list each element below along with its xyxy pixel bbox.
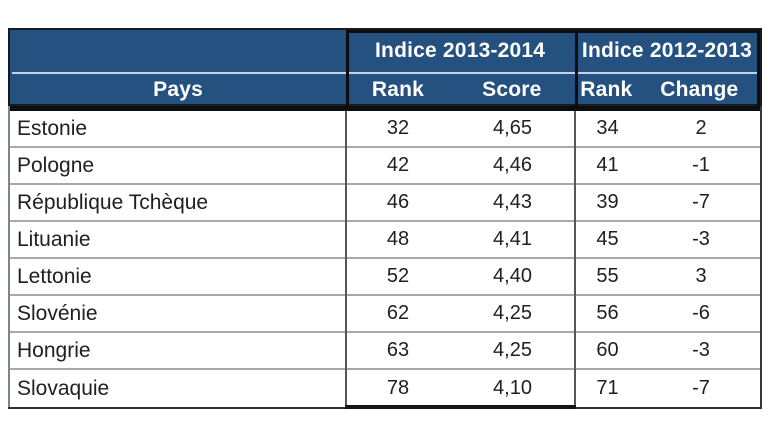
cell-change-2012: -7 <box>692 191 710 213</box>
table-row: Lituanie 48 4,41 45 -3 <box>8 222 762 259</box>
table-body: Estonie 32 4,65 34 2 Pologne 42 4,46 41 … <box>8 111 762 407</box>
cell-rank-2013: 62 <box>386 302 410 324</box>
cell-rank-2013: 63 <box>386 339 410 361</box>
cell-change-2012: -6 <box>692 302 710 324</box>
table-row: République Tchèque 46 4,43 39 -7 <box>8 185 762 222</box>
cell-rank-2012: 34 <box>596 117 619 139</box>
table-header: Indice 2013-2014 Indice 2012-2013 Pays R… <box>8 28 762 108</box>
group-cell-indice-2012-2013: Indice 2012-2013 <box>581 39 753 62</box>
cell-change-2012: -3 <box>692 228 710 250</box>
cell-rank-2012: 41 <box>596 154 619 176</box>
cell-score-2013: 4,25 <box>493 302 532 324</box>
cell-rank-2013: 52 <box>386 265 410 287</box>
column-header-change-2012: Change <box>660 78 739 101</box>
cell-rank-2013: 48 <box>386 228 410 250</box>
column-header-score-2013: Score <box>482 78 542 101</box>
cell-change-2012: -1 <box>692 154 710 176</box>
header-right-border <box>757 30 760 108</box>
group-header-row: Indice 2013-2014 Indice 2012-2013 <box>10 30 760 72</box>
table-right-border <box>760 106 762 409</box>
cell-score-2013: 4,25 <box>493 339 532 361</box>
table-bottom-border-middle <box>345 405 576 409</box>
header-vertical-divider-left <box>346 30 349 108</box>
cell-score-2013: 4,65 <box>493 117 532 139</box>
header-separator-line <box>12 72 758 74</box>
cell-pays: Slovénie <box>17 301 98 325</box>
cell-rank-2013: 46 <box>386 191 410 213</box>
cell-score-2013: 4,40 <box>493 265 532 287</box>
cell-score-2013: 4,46 <box>493 154 532 176</box>
table-left-border <box>8 106 10 409</box>
cell-pays: Lituanie <box>17 227 91 251</box>
cell-pays: Estonie <box>17 116 88 140</box>
cell-change-2012: 2 <box>695 117 707 139</box>
cell-pays: République Tchèque <box>17 190 209 214</box>
cell-pays: Pologne <box>17 153 95 177</box>
header-vertical-divider-right <box>575 30 578 108</box>
cell-rank-2012: 56 <box>596 302 619 324</box>
table-row: Slovénie 62 4,25 56 -6 <box>8 296 762 333</box>
header-top-border <box>346 30 760 33</box>
cell-change-2012: -7 <box>692 377 710 399</box>
table-row: Slovaquie 78 4,10 71 -7 <box>8 370 762 407</box>
cell-rank-2012: 55 <box>596 265 619 287</box>
table-row: Lettonie 52 4,40 55 3 <box>8 259 762 296</box>
cell-rank-2013: 42 <box>386 154 410 176</box>
cell-change-2012: -3 <box>692 339 710 361</box>
table-row: Pologne 42 4,46 41 -1 <box>8 148 762 185</box>
column-header-pays: Pays <box>153 78 204 101</box>
group-cell-empty <box>10 30 346 72</box>
cell-pays: Slovaquie <box>17 376 110 400</box>
column-header-rank-2012: Rank <box>580 78 633 101</box>
header-bottom-rule <box>8 106 762 111</box>
cell-change-2012: 3 <box>695 265 707 287</box>
cell-rank-2013: 78 <box>386 377 410 399</box>
cell-score-2013: 4,43 <box>493 191 532 213</box>
cell-rank-2012: 71 <box>596 377 619 399</box>
cell-rank-2012: 60 <box>596 339 619 361</box>
body-vertical-divider-right <box>574 111 576 409</box>
data-table: Indice 2013-2014 Indice 2012-2013 Pays R… <box>8 28 762 409</box>
table-row: Estonie 32 4,65 34 2 <box>8 111 762 148</box>
cell-rank-2013: 32 <box>386 117 410 139</box>
cell-score-2013: 4,41 <box>493 228 532 250</box>
cell-score-2013: 4,10 <box>493 377 532 399</box>
column-header-rank-2013: Rank <box>371 78 424 101</box>
cell-rank-2012: 39 <box>596 191 619 213</box>
cell-pays: Hongrie <box>17 338 91 362</box>
table-row: Hongrie 63 4,25 60 -3 <box>8 333 762 370</box>
column-header-row: Pays Rank Score Rank Change <box>10 74 760 106</box>
cell-pays: Lettonie <box>17 264 92 288</box>
body-vertical-divider-left <box>345 111 347 409</box>
cell-rank-2012: 45 <box>596 228 619 250</box>
group-cell-indice-2013-2014: Indice 2013-2014 <box>375 39 546 62</box>
